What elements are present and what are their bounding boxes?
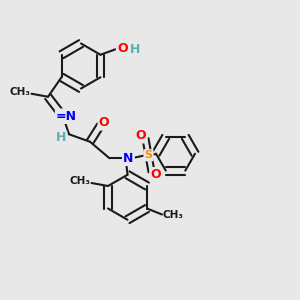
Text: N: N bbox=[123, 152, 134, 165]
Text: H: H bbox=[130, 44, 141, 56]
Text: H: H bbox=[56, 131, 67, 144]
Text: O: O bbox=[117, 42, 128, 55]
Text: CH₃: CH₃ bbox=[70, 176, 91, 187]
Text: O: O bbox=[99, 116, 110, 129]
Text: CH₃: CH₃ bbox=[163, 210, 184, 220]
Text: O: O bbox=[136, 129, 146, 142]
Text: O: O bbox=[151, 168, 161, 181]
Text: =N: =N bbox=[56, 110, 77, 123]
Text: CH₃: CH₃ bbox=[9, 87, 30, 97]
Text: S: S bbox=[145, 150, 152, 160]
